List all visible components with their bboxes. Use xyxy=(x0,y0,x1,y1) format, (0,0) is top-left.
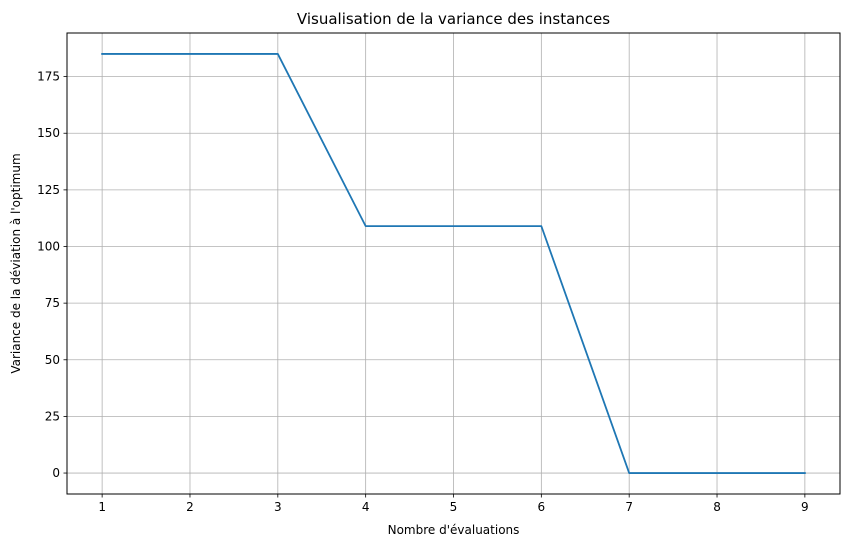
x-tick-label: 1 xyxy=(98,500,106,514)
y-tick-label: 0 xyxy=(52,466,60,480)
chart-title: Visualisation de la variance des instanc… xyxy=(297,10,610,28)
y-tick-label: 150 xyxy=(37,126,60,140)
x-axis: 1 2 3 4 5 6 7 8 9 xyxy=(98,494,809,514)
x-tick-label: 7 xyxy=(625,500,633,514)
series-layer xyxy=(101,53,806,474)
x-tick-label: 2 xyxy=(186,500,194,514)
series-line xyxy=(101,53,806,474)
y-tick-label: 50 xyxy=(45,353,60,367)
x-axis-label: Nombre d'évaluations xyxy=(388,523,520,537)
y-tick-label: 125 xyxy=(37,183,60,197)
x-tick-label: 4 xyxy=(362,500,370,514)
grid xyxy=(67,33,840,494)
x-tick-label: 8 xyxy=(713,500,721,514)
x-tick-label: 5 xyxy=(450,500,458,514)
y-tick-label: 175 xyxy=(37,70,60,84)
y-axis-label: Variance de la déviation à l'optimum xyxy=(9,153,23,373)
y-tick-label: 75 xyxy=(45,296,60,310)
y-axis: 0 25 50 75 100 125 150 175 xyxy=(37,70,67,480)
x-tick-label: 3 xyxy=(274,500,282,514)
x-tick-label: 9 xyxy=(801,500,809,514)
y-tick-label: 25 xyxy=(45,409,60,423)
x-tick-label: 6 xyxy=(538,500,546,514)
y-tick-label: 100 xyxy=(37,240,60,254)
